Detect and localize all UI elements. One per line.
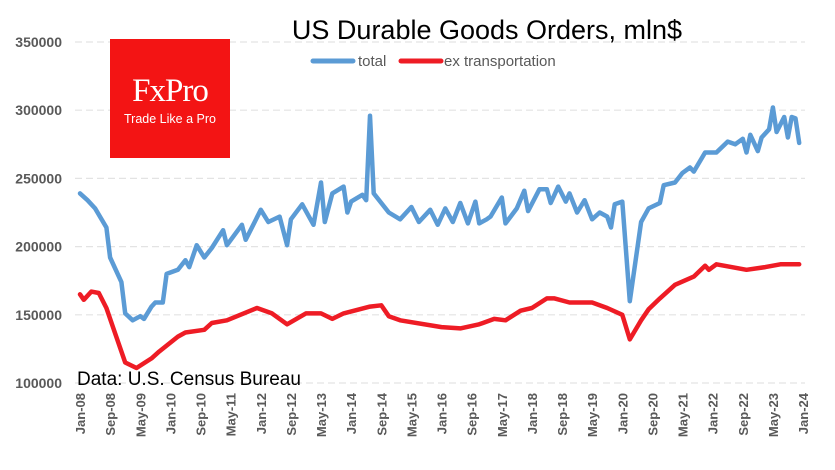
x-tick-label: Sep-22: [736, 393, 751, 436]
x-tick-label: May-15: [404, 393, 419, 437]
x-tick-label: Sep-12: [284, 393, 299, 436]
x-tick-label: Sep-20: [645, 393, 660, 436]
x-tick-label: Jan-20: [615, 393, 630, 434]
chart-title: US Durable Goods Orders, mln$: [292, 15, 682, 45]
logo-brand: FxPro: [132, 73, 209, 109]
x-tick-label: Jan-22: [706, 393, 721, 434]
x-tick-label: Jan-08: [73, 393, 88, 434]
fxpro-logo: FxPro Trade Like a Pro: [110, 39, 230, 158]
series-lines: [77, 105, 802, 371]
x-tick-label: Jan-14: [344, 392, 359, 434]
x-tick-label: Sep-16: [465, 393, 480, 436]
y-tick-label: 200000: [15, 239, 62, 255]
x-tick-label: May-09: [133, 393, 148, 437]
y-tick-label: 100000: [15, 375, 62, 391]
x-tick-label: Jan-18: [525, 393, 540, 434]
x-tick-label: Jan-24: [796, 392, 811, 434]
x-tick-label: Sep-18: [555, 393, 570, 436]
legend: total ex transportation: [310, 53, 556, 70]
x-tick-label: May-19: [585, 393, 600, 437]
legend-label-ex-transportation: ex transportation: [444, 53, 556, 70]
legend-label-total: total: [358, 53, 386, 70]
y-tick-label: 350000: [15, 34, 62, 50]
data-source-note: Data: U.S. Census Bureau: [77, 369, 301, 390]
y-tick-label: 150000: [15, 307, 62, 323]
y-tick-label: 250000: [15, 170, 62, 186]
x-tick-label: Sep-14: [374, 392, 389, 435]
y-tick-label: 300000: [15, 102, 62, 118]
x-tick-label: May-17: [495, 393, 510, 437]
series-line-total: [77, 105, 802, 323]
x-tick-label: Sep-10: [194, 393, 209, 436]
x-tick-label: Jan-10: [163, 393, 178, 434]
x-tick-label: May-13: [314, 393, 329, 437]
x-tick-label: Sep-08: [103, 393, 118, 436]
y-axis-ticks: 100000 150000 200000 250000 300000 350000: [15, 34, 62, 391]
x-tick-label: Jan-12: [254, 393, 269, 434]
series-line-ex-transportation: [77, 262, 802, 371]
x-axis-ticks: Jan-08 Sep-08 May-09 Jan-10 Sep-10 May-11 Jan-…: [73, 392, 811, 437]
x-tick-label: May-21: [676, 393, 691, 437]
x-tick-label: Jan-16: [435, 393, 450, 434]
x-tick-label: May-11: [224, 393, 239, 436]
logo-tagline: Trade Like a Pro: [124, 112, 216, 126]
x-tick-label: May-23: [766, 393, 781, 437]
